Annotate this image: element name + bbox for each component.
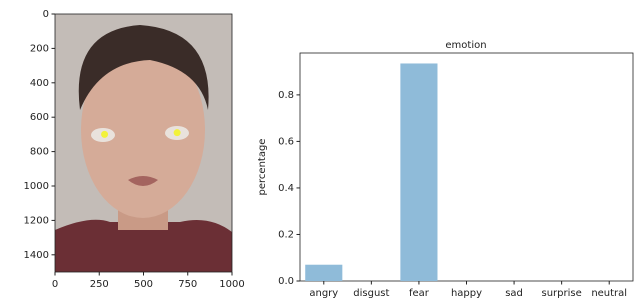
x-tick-label: happy xyxy=(451,288,482,299)
x-tick-label: 1000 xyxy=(219,279,244,290)
y-tick-label: 200 xyxy=(30,43,49,54)
x-tick-label: sad xyxy=(505,288,523,299)
y-tick-label: 1400 xyxy=(24,250,49,261)
eye-point xyxy=(101,131,108,138)
y-tick-label: 0.2 xyxy=(278,229,294,240)
eye-point xyxy=(174,129,181,136)
x-tick-label: 500 xyxy=(134,279,153,290)
photo xyxy=(55,14,232,272)
x-tick-label: fear xyxy=(409,288,430,299)
axes-frame xyxy=(300,53,633,281)
chart-title: emotion xyxy=(445,40,486,51)
y-tick-label: 800 xyxy=(30,147,49,158)
y-tick-label: 1000 xyxy=(24,181,49,192)
x-tick-label: 0 xyxy=(52,279,58,290)
y-tick-label: 1200 xyxy=(24,215,49,226)
y-tick-label: 0.0 xyxy=(278,276,294,287)
y-tick-label: 0.8 xyxy=(278,90,294,101)
x-tick-label: 250 xyxy=(90,279,109,290)
figure: emotion percentage 0 200 400 600 800 1000 1200… xyxy=(0,0,643,301)
x-tick-label: disgust xyxy=(353,288,389,299)
x-tick-label: angry xyxy=(309,288,338,299)
bar xyxy=(305,265,342,281)
y-axis-label: percentage xyxy=(257,139,268,196)
y-tick-label: 0.6 xyxy=(278,136,294,147)
y-tick-label: 0 xyxy=(43,9,49,20)
y-tick-label: 600 xyxy=(30,112,49,123)
x-tick-label: neutral xyxy=(591,288,627,299)
y-tick-label: 400 xyxy=(30,78,49,89)
bar xyxy=(400,63,437,281)
x-tick-label: surprise xyxy=(542,288,582,299)
y-tick-label: 0.4 xyxy=(278,183,294,194)
x-tick-label: 750 xyxy=(178,279,197,290)
